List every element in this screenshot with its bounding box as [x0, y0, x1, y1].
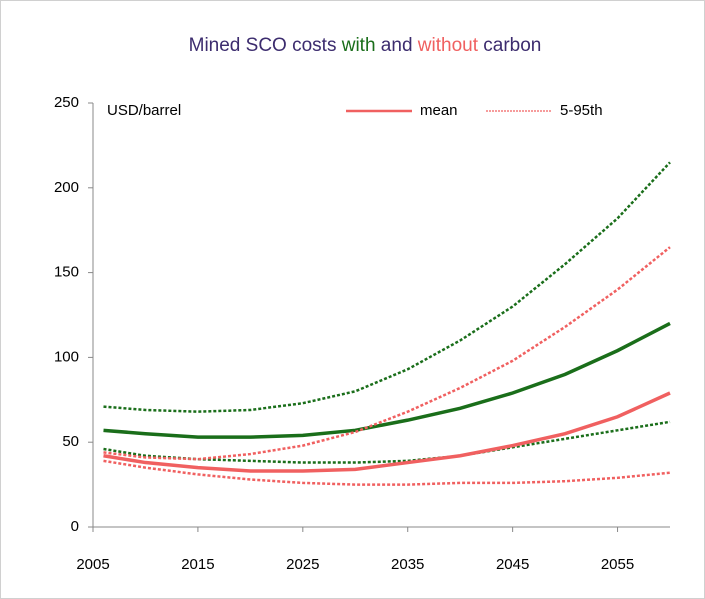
title-part: with	[341, 35, 376, 56]
y-tick-label: 0	[71, 518, 79, 535]
series-line	[103, 161, 671, 413]
x-tick-label: 2045	[496, 556, 529, 573]
x-tick-label: 2055	[601, 556, 634, 573]
y-tick-label: 150	[54, 264, 79, 281]
y-axis-label: USD/barrel	[107, 102, 181, 119]
series-line	[103, 321, 671, 439]
chart-title: Mined SCO costs with and without carbon	[189, 35, 542, 56]
x-tick-label: 2015	[181, 556, 214, 573]
x-tick-label: 2035	[391, 556, 424, 573]
title-part: and	[376, 35, 418, 56]
series-line	[103, 459, 671, 486]
y-tick-label: 200	[54, 179, 79, 196]
series-line	[103, 246, 671, 461]
y-tick-label: 250	[54, 94, 79, 111]
y-tick-label: 50	[62, 433, 79, 450]
title-part: without	[417, 35, 479, 56]
x-tick-label: 2025	[286, 556, 319, 573]
title-part: Mined SCO costs	[189, 35, 342, 56]
legend-label: mean	[420, 102, 458, 119]
x-tick-label: 2005	[76, 556, 109, 573]
series-line	[103, 391, 671, 473]
title-part: carbon	[478, 35, 541, 56]
legend-label: 5-95th	[560, 102, 603, 119]
y-tick-label: 100	[54, 348, 79, 365]
